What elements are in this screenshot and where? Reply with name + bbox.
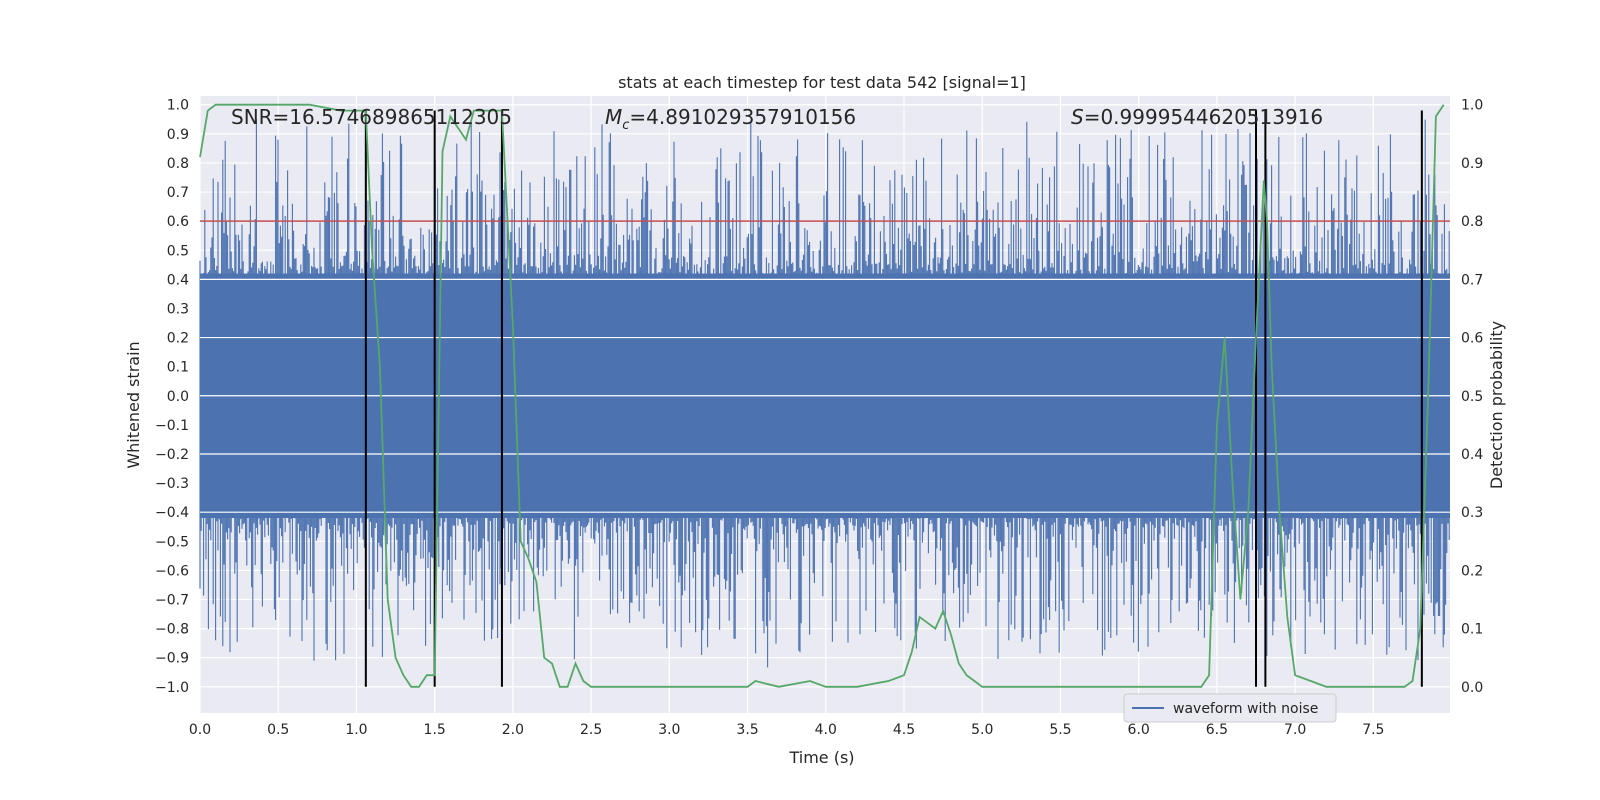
snr-annotation: SNR=16.574689865112305: [231, 105, 512, 129]
y-tick-label: −0.5: [155, 534, 189, 550]
y-tick-label: −1.0: [155, 680, 189, 696]
y-tick-label: 0.7: [167, 185, 189, 201]
y2-axis-label: Detection probability: [1487, 321, 1506, 489]
y-tick-label: −0.2: [155, 447, 189, 463]
y2-tick-label: 0.9: [1461, 156, 1483, 172]
score-value: =0.9999544620513916: [1084, 105, 1323, 129]
x-tick-label: 5.0: [971, 722, 993, 738]
y-tick-label: −0.4: [155, 505, 189, 521]
x-tick-label: 1.5: [424, 722, 446, 738]
y-tick-label: −0.7: [155, 592, 189, 608]
y-tick-label: −0.1: [155, 418, 189, 434]
y-tick-label: −0.6: [155, 563, 189, 579]
y-tick-label: 0.8: [167, 156, 189, 172]
x-tick-label: 2.0: [502, 722, 524, 738]
y2-tick-label: 0.0: [1461, 680, 1483, 696]
score-symbol: S: [1071, 105, 1084, 129]
x-tick-label: 3.5: [736, 722, 758, 738]
x-tick-label: 6.0: [1128, 722, 1150, 738]
chirp-mass-subscript: c: [622, 118, 629, 133]
y-tick-label: 1.0: [167, 98, 189, 114]
y2-tick-label: 0.1: [1461, 622, 1483, 638]
y2-tick-label: 0.4: [1461, 447, 1483, 463]
chirp-mass-annotation: Mc=4.891029357910156: [605, 105, 856, 133]
chirp-mass-value: =4.891029357910156: [629, 105, 856, 129]
y-tick-label: 0.2: [167, 331, 189, 347]
x-tick-label: 3.0: [658, 722, 680, 738]
legend: waveform with noise: [1123, 693, 1337, 723]
legend-label: waveform with noise: [1173, 701, 1318, 717]
y2-tick-label: 0.8: [1461, 214, 1483, 230]
detection-probability-series: [199, 103, 1445, 688]
x-tick-label: 4.5: [893, 722, 915, 738]
x-tick-label: 1.0: [345, 722, 367, 738]
right-axis-grid-lines: [200, 278, 1450, 513]
x-tick-label: 0.5: [267, 722, 289, 738]
x-tick-label: 4.0: [815, 722, 837, 738]
y2-tick-label: 0.2: [1461, 563, 1483, 579]
x-axis-ticks: 0.0 0.5 1.0 1.5 2.0 2.5 3.0 3.5 4.0 4.5 5.0 5.5 6.0 6…: [189, 722, 1385, 738]
y2-tick-label: 1.0: [1461, 98, 1483, 114]
y-tick-label: 0.9: [167, 127, 189, 143]
y-tick-label: −0.8: [155, 622, 189, 638]
x-axis-label: Time (s): [788, 748, 854, 767]
y-tick-label: 0.5: [167, 243, 189, 259]
score-annotation: S=0.9999544620513916: [1071, 105, 1323, 129]
y-tick-label: 0.4: [167, 272, 189, 288]
vertical-markers: [364, 110, 1423, 687]
y-axis-label: Whitened strain: [124, 341, 143, 468]
y-tick-label: −0.3: [155, 476, 189, 492]
x-tick-label: 2.5: [580, 722, 602, 738]
chart-title: stats at each timestep for test data 542…: [618, 73, 1026, 92]
y-tick-label: −0.9: [155, 651, 189, 667]
x-tick-label: 6.5: [1206, 722, 1228, 738]
legend-box: [1123, 693, 1337, 723]
x-tick-label: 0.0: [189, 722, 211, 738]
x-tick-label: 5.5: [1049, 722, 1071, 738]
y-tick-label: 0.1: [167, 360, 189, 376]
y2-axis-ticks: 1.0 0.9 0.8 0.7 0.6 0.5 0.4 0.3 0.2 0.1 0.0: [1461, 98, 1483, 696]
y2-tick-label: 0.5: [1461, 389, 1483, 405]
waveform-spikes: [199, 119, 1450, 668]
x-tick-label: 7.0: [1284, 722, 1306, 738]
y-tick-label: 0.3: [167, 301, 189, 317]
y2-tick-label: 0.3: [1461, 505, 1483, 521]
y-tick-label: 0.6: [167, 214, 189, 230]
chirp-mass-symbol: M: [605, 105, 622, 129]
detection-probability-line: [199, 103, 1445, 688]
y2-tick-label: 0.7: [1461, 272, 1483, 288]
y2-tick-label: 0.6: [1461, 331, 1483, 347]
y-axis-ticks: 1.0 0.9 0.8 0.7 0.6 0.5 0.4 0.3 0.2 0.1 0.0 −0.1 −0.…: [155, 98, 189, 696]
y-tick-label: 0.0: [167, 389, 189, 405]
x-tick-label: 7.5: [1362, 722, 1384, 738]
